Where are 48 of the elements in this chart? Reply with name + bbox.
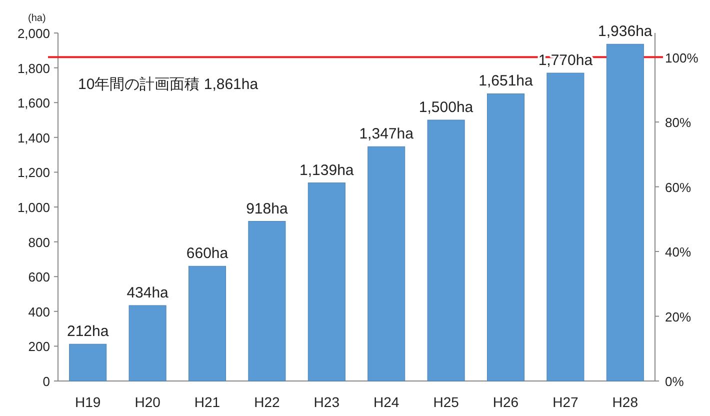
data-label: 660ha xyxy=(186,245,229,262)
x-tick-label: H19 xyxy=(75,394,101,410)
bar xyxy=(69,344,107,382)
y2-tick-label: 60% xyxy=(665,180,692,195)
x-tick-label: H27 xyxy=(552,394,579,410)
bar xyxy=(308,182,346,382)
y-tick-label: 600 xyxy=(28,270,50,285)
bar xyxy=(546,72,584,382)
y-tick-label: 1,200 xyxy=(17,165,50,180)
bar xyxy=(427,120,465,382)
y-tick-label: 800 xyxy=(28,234,50,250)
data-label: 434ha xyxy=(126,284,170,302)
ref-line-label: 10年間の計画面積 1,861ha xyxy=(78,76,259,94)
x-tick-label: H26 xyxy=(492,394,519,410)
bar xyxy=(606,44,644,382)
y2-tick-label: 0% xyxy=(665,374,684,389)
y-tick-label: 0 xyxy=(42,374,50,389)
y-tick-label: 1,400 xyxy=(17,130,50,146)
y-tick-label: 1,000 xyxy=(17,200,50,215)
data-label: 1,500ha xyxy=(418,99,474,116)
y2-tick-label: 40% xyxy=(665,244,692,260)
y2-tick-label: 20% xyxy=(665,309,692,324)
y-tick-label: 1,600 xyxy=(17,96,50,111)
x-tick-label: H28 xyxy=(612,394,638,410)
data-label: 1,936ha xyxy=(598,23,653,40)
data-label: 212ha xyxy=(66,323,110,340)
data-label: 1,347ha xyxy=(359,126,414,143)
y2-tick-label: 80% xyxy=(665,115,692,130)
x-tick-label: H21 xyxy=(194,394,220,410)
x-tick-label: H22 xyxy=(254,394,280,410)
x-tick-label: H25 xyxy=(433,394,460,410)
y-tick-label: 400 xyxy=(28,304,50,320)
bar xyxy=(128,305,166,382)
y2-tick-label: 100% xyxy=(665,50,699,66)
data-label: 1,139ha xyxy=(300,162,354,179)
y-tick-label: 2,000 xyxy=(17,26,50,41)
data-label: 918ha xyxy=(246,200,288,218)
bar xyxy=(188,266,226,382)
x-tick-label: H24 xyxy=(374,394,400,410)
y-tick-label: 1,800 xyxy=(17,60,50,76)
x-tick-label: H23 xyxy=(314,394,340,410)
y-axis-title: (ha) xyxy=(28,13,46,24)
y-tick-label: 200 xyxy=(28,339,50,354)
bar xyxy=(486,93,525,382)
x-tick-label: H20 xyxy=(134,394,161,410)
bar xyxy=(248,221,286,382)
bar xyxy=(368,146,406,382)
data-label: 1,651ha xyxy=(478,72,534,90)
